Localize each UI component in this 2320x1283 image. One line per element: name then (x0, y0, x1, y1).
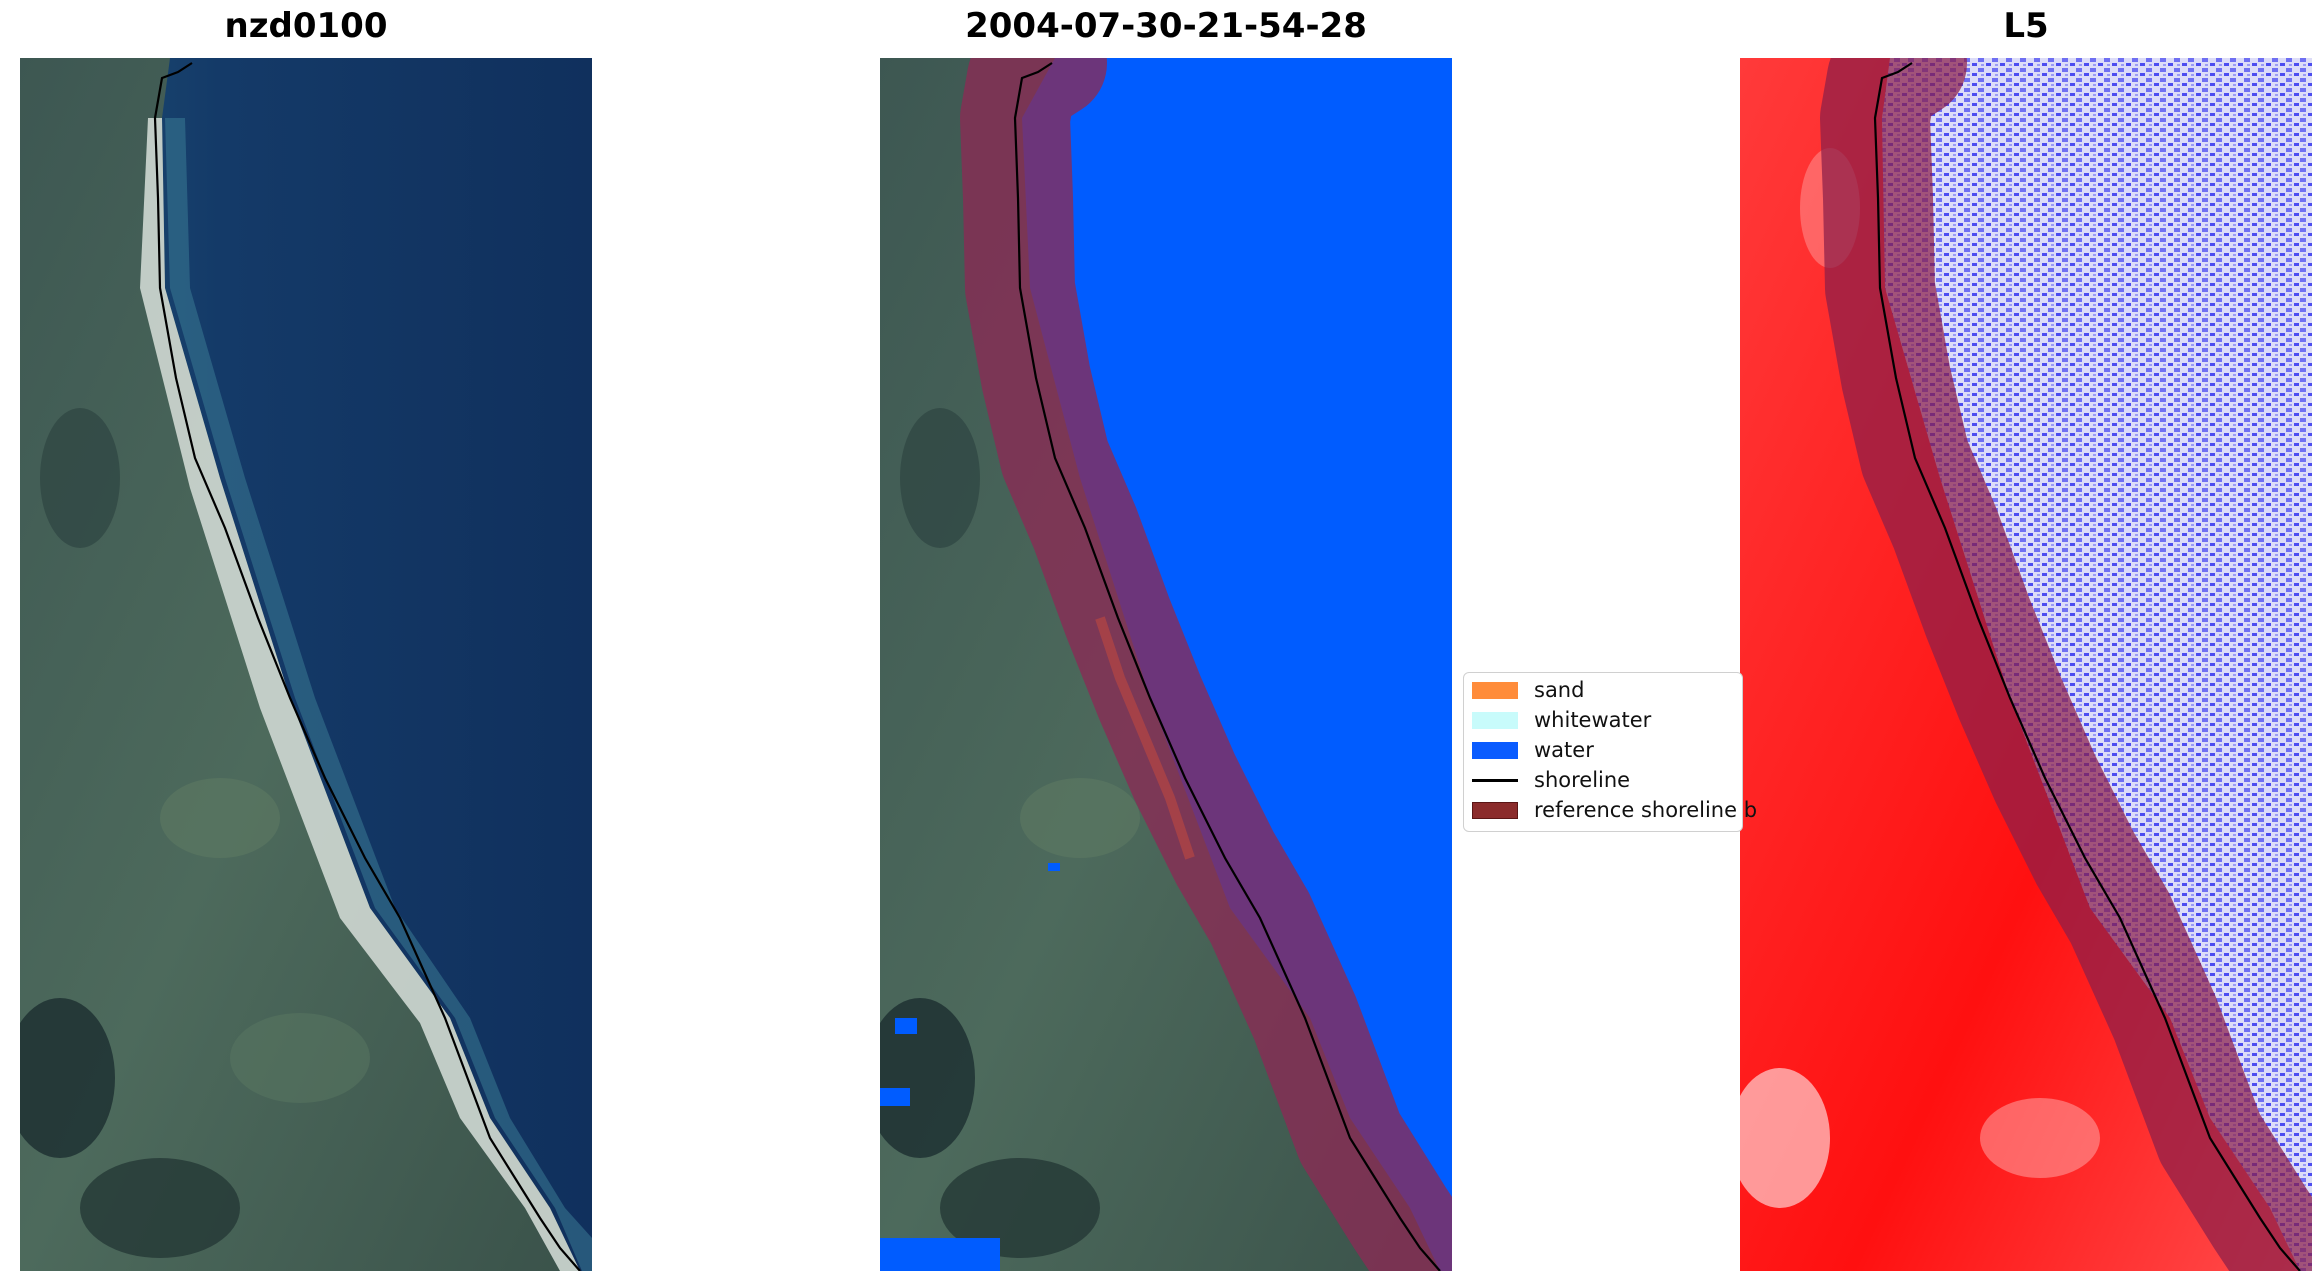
rgb-image (20, 58, 592, 1271)
legend-line-shoreline (1472, 778, 1518, 782)
classification-image (880, 58, 1452, 1271)
panel-title-right: L5 (2003, 6, 2049, 46)
shoreline-left (153, 62, 581, 1271)
index-panel (1740, 58, 2312, 1271)
legend: sand whitewater water shoreline referenc… (1463, 672, 1757, 832)
legend-item-water: water (1472, 735, 1594, 765)
legend-item-reference-buffer: reference shoreline b (1472, 795, 1757, 825)
panel-title-middle: 2004-07-30-21-54-28 (965, 6, 1367, 46)
classification-panel (880, 58, 1452, 1271)
legend-label: whitewater (1534, 708, 1652, 732)
legend-swatch-reference-buffer (1472, 801, 1518, 819)
legend-item-shoreline: shoreline (1472, 765, 1630, 795)
legend-label: water (1534, 738, 1594, 762)
legend-item-sand: sand (1472, 675, 1584, 705)
index-image (1740, 58, 2312, 1271)
legend-swatch-water (1472, 741, 1518, 759)
panel-title-left: nzd0100 (224, 6, 388, 46)
legend-label: sand (1534, 678, 1585, 702)
legend-label: shoreline (1534, 768, 1631, 792)
legend-label: reference shoreline b (1534, 798, 1758, 822)
legend-item-whitewater: whitewater (1472, 705, 1651, 735)
legend-swatch-sand (1472, 681, 1518, 699)
rgb-image-panel (20, 58, 592, 1271)
shoreline-right (1873, 62, 2301, 1271)
shoreline-middle (1013, 62, 1441, 1271)
legend-swatch-whitewater (1472, 711, 1518, 729)
